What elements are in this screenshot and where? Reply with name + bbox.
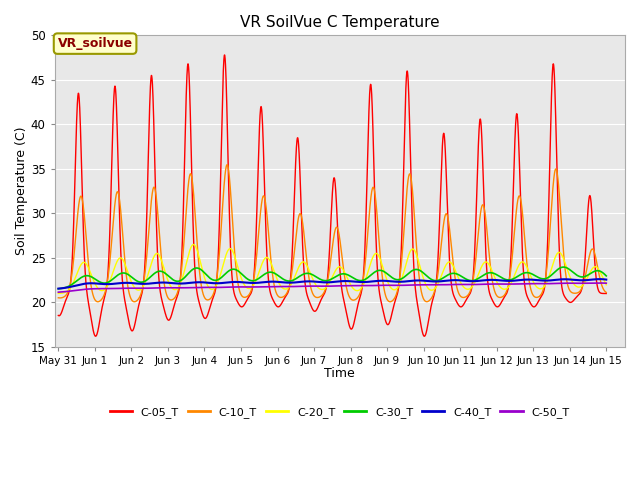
Line: C-40_T: C-40_T [58,279,606,288]
C-05_T [533,301,541,307]
C-10_T [533,295,541,300]
C-05_T [602,290,610,296]
C-30_T [532,274,540,279]
C-50_T [602,280,610,286]
C-30_T [289,277,296,283]
C-50_T [591,280,599,286]
Line: C-10_T: C-10_T [58,165,606,302]
C-10_T [265,233,273,239]
C-40_T [54,286,62,291]
C-10_T [592,255,600,261]
C-05_T [592,272,600,278]
C-10_T [94,299,102,305]
C-05_T [117,254,125,260]
C-20_T [54,290,62,296]
Title: VR SoilVue C Temperature: VR SoilVue C Temperature [240,15,440,30]
C-10_T [289,264,296,270]
Text: VR_soilvue: VR_soilvue [58,37,132,50]
Legend: C-05_T, C-10_T, C-20_T, C-30_T, C-40_T, C-50_T: C-05_T, C-10_T, C-20_T, C-30_T, C-40_T, … [105,402,574,422]
Line: C-30_T: C-30_T [58,267,606,289]
Line: C-05_T: C-05_T [58,55,606,336]
C-20_T [602,282,610,288]
C-30_T [150,271,157,277]
C-30_T [592,268,600,274]
C-20_T [189,241,197,247]
C-20_T [533,284,541,290]
C-50_T [264,284,272,289]
C-10_T [602,289,610,295]
C-30_T [559,264,567,270]
C-10_T [54,295,62,300]
C-40_T [602,277,610,283]
C-40_T [596,276,604,282]
C-20_T [265,256,273,262]
C-10_T [117,211,125,217]
C-05_T [150,111,157,117]
C-30_T [264,269,272,275]
C-50_T [289,284,296,289]
C-50_T [595,280,603,286]
C-40_T [264,279,272,285]
C-05_T [221,52,228,58]
C-40_T [117,280,125,286]
C-40_T [289,280,296,286]
C-20_T [150,255,157,261]
C-40_T [150,280,157,286]
C-05_T [54,312,62,318]
Line: C-20_T: C-20_T [58,244,606,293]
C-50_T [117,286,125,291]
C-20_T [117,255,125,261]
C-05_T [289,242,296,248]
C-10_T [150,185,157,191]
C-30_T [602,273,610,279]
C-30_T [117,271,125,276]
C-20_T [289,279,296,285]
C-30_T [54,286,62,292]
C-05_T [92,333,99,339]
X-axis label: Time: Time [324,367,355,380]
C-50_T [54,289,62,295]
C-50_T [532,281,540,287]
C-20_T [592,264,600,270]
C-50_T [150,285,157,291]
C-40_T [591,276,599,282]
C-40_T [532,277,540,283]
Y-axis label: Soil Temperature (C): Soil Temperature (C) [15,127,28,255]
C-05_T [265,280,273,286]
Line: C-50_T: C-50_T [58,283,606,292]
C-10_T [223,162,231,168]
